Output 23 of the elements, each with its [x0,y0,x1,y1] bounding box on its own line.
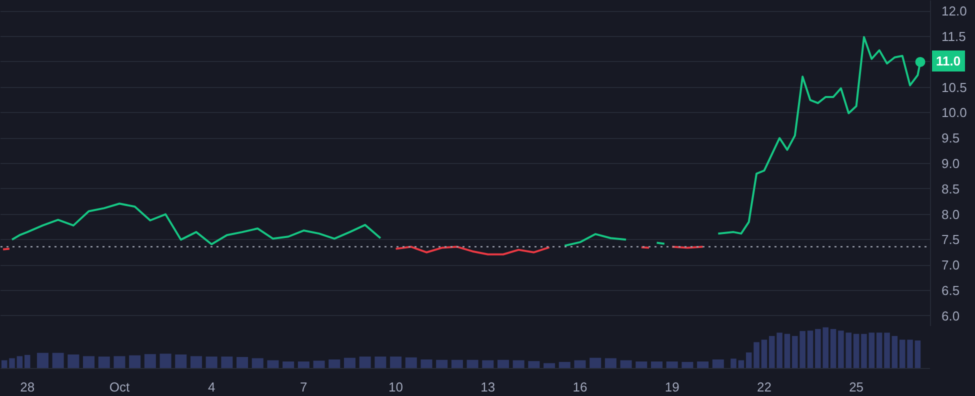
y-tick-label: 12.0 [942,4,967,19]
x-tick-label: 28 [20,380,35,394]
x-tick-label: 4 [208,380,216,394]
y-tick-label: 9.0 [942,156,960,171]
y-tick-label: 10.0 [942,105,967,120]
x-tick-label: 10 [388,380,404,394]
y-tick-label: 6.0 [942,308,960,324]
x-tick-label: 7 [300,380,308,394]
y-tick-label: 6.5 [942,282,960,298]
y-tick-label: 8.0 [942,206,960,222]
y-tick-label: 7.0 [942,258,960,273]
annotation: 11.0 [932,50,965,72]
x-tick-label: Oct [109,380,130,394]
x-tick-label: 25 [849,380,864,394]
y-tick-label: 7.5 [942,232,960,248]
y-tick-label: 9.5 [942,130,960,146]
x-tick-label: 22 [756,380,772,394]
y-tick-label: 10.5 [942,80,967,95]
x-tick-label: 16 [572,380,588,394]
y-tick-label: 8.5 [942,181,960,196]
y-tick-label: 11.5 [942,29,966,44]
x-tick-label: 13 [480,380,496,394]
x-tick-label: 19 [664,380,680,394]
